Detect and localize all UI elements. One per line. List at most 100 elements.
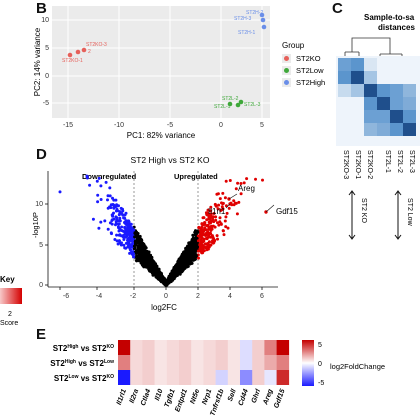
volcano-point bbox=[191, 236, 195, 240]
score-key-label: Score bbox=[0, 320, 18, 327]
volcano-point bbox=[91, 217, 95, 221]
foldchange-colorbar-tick: 0 bbox=[318, 361, 322, 368]
volcano-point bbox=[186, 256, 190, 260]
volcano-point bbox=[190, 253, 194, 257]
volcano-point bbox=[157, 273, 161, 277]
volcano-point bbox=[150, 269, 154, 273]
volcano-point bbox=[173, 268, 177, 272]
volcano-point bbox=[179, 260, 183, 264]
volcano-point bbox=[221, 191, 225, 195]
volcano-point bbox=[184, 254, 188, 258]
pca-legend-swatch-st2high bbox=[284, 80, 289, 85]
volcano-point bbox=[118, 210, 122, 214]
heatmap-c-col-label: ST2KO-1 bbox=[354, 150, 361, 179]
volcano-x-label: log2FC bbox=[151, 303, 177, 312]
foldchange-cell bbox=[264, 355, 277, 370]
volcano-point bbox=[108, 186, 112, 190]
pca-legend: Group ST2KO ST2Low ST2High bbox=[282, 41, 325, 87]
foldchange-cell bbox=[215, 355, 229, 370]
volcano-point bbox=[127, 243, 130, 247]
pca-legend-swatch-st2low bbox=[284, 68, 289, 73]
heatmap-c-col-label: ST2KO-3 bbox=[342, 150, 349, 179]
volcano-point bbox=[132, 228, 136, 232]
volcano-point bbox=[128, 232, 132, 235]
volcano-point bbox=[227, 206, 231, 210]
pca-point-st2low bbox=[235, 102, 241, 108]
volcano-point bbox=[58, 190, 62, 194]
volcano-point bbox=[97, 226, 101, 230]
volcano-point bbox=[204, 246, 208, 250]
volcano-point bbox=[204, 234, 208, 237]
volcano-point bbox=[146, 258, 150, 262]
foldchange-cell bbox=[142, 370, 155, 385]
volcano-point bbox=[104, 180, 108, 184]
pca-label-low1: ST2L-1 bbox=[214, 104, 231, 110]
pca-x-ticks: -15 -10 -5 0 5 bbox=[63, 122, 264, 129]
volcano-gene-areg: Areg bbox=[238, 184, 255, 193]
volcano-point bbox=[127, 219, 131, 223]
volcano-point bbox=[224, 225, 228, 229]
volcano-point bbox=[127, 227, 131, 230]
volcano-point bbox=[169, 278, 173, 282]
foldchange-gene-label: Tgfb1 bbox=[164, 388, 177, 408]
volcano-point bbox=[187, 241, 191, 245]
volcano-point bbox=[128, 246, 132, 250]
volcano-point bbox=[216, 207, 220, 211]
volcano-point bbox=[217, 203, 221, 207]
foldchange-cell bbox=[252, 355, 265, 370]
foldchange-cell bbox=[154, 370, 168, 385]
pca-point-labels: ST2KO-1 2 ST2KO-3 ST2L-1 ST2L-2 ST2L-3 S… bbox=[62, 10, 263, 110]
heatmap-c-group-ko: ST2 KO bbox=[360, 198, 367, 223]
volcano-point bbox=[121, 213, 125, 217]
volcano-point bbox=[144, 264, 148, 268]
foldchange-cell bbox=[130, 355, 143, 370]
volcano-point bbox=[162, 278, 166, 282]
volcano-point bbox=[135, 230, 139, 234]
volcano-point bbox=[207, 215, 211, 219]
volcano-point bbox=[121, 229, 125, 233]
pca-point-st2ko bbox=[75, 49, 81, 55]
foldchange-cell bbox=[240, 340, 253, 355]
volcano-point bbox=[197, 256, 200, 260]
foldchange-cell bbox=[215, 340, 229, 355]
volcano-point bbox=[123, 225, 127, 229]
volcano-point bbox=[123, 216, 127, 220]
foldchange-gene-label: Gdf15 bbox=[273, 388, 286, 409]
volcano-point bbox=[218, 216, 222, 220]
volcano-point bbox=[122, 238, 126, 241]
volcano-point bbox=[99, 198, 103, 201]
volcano-point bbox=[200, 243, 204, 247]
volcano-point bbox=[196, 239, 200, 243]
volcano-point bbox=[117, 239, 121, 243]
volcano-point bbox=[182, 262, 186, 266]
pca-points bbox=[67, 12, 267, 108]
pca-point-st2high bbox=[259, 12, 265, 18]
volcano-point bbox=[199, 231, 203, 235]
volcano-point bbox=[142, 256, 146, 260]
pca-label-high2: ST2H-3 bbox=[234, 16, 251, 22]
volcano-point bbox=[242, 181, 246, 185]
volcano-point bbox=[119, 234, 123, 238]
volcano-point bbox=[114, 198, 118, 202]
volcano-point bbox=[261, 178, 264, 182]
volcano-point bbox=[187, 252, 191, 256]
foldchange-colorbar-tick: 5 bbox=[318, 342, 322, 349]
volcano-point bbox=[226, 226, 230, 230]
foldchange-cell bbox=[191, 370, 204, 385]
panel-letter-c: C bbox=[332, 0, 343, 17]
volcano-threshold-lines bbox=[133, 171, 199, 287]
foldchange-cell bbox=[203, 355, 216, 370]
volcano-point bbox=[177, 262, 181, 266]
foldchange-gene-label: Ghrl bbox=[251, 387, 263, 404]
volcano-point bbox=[196, 249, 200, 253]
volcano-point bbox=[106, 206, 110, 210]
volcano-point bbox=[139, 241, 143, 245]
foldchange-cell bbox=[130, 340, 143, 355]
volcano-x-tick: -6 bbox=[63, 293, 69, 300]
pca-y-tick: 0 bbox=[45, 73, 49, 80]
volcano-point bbox=[239, 192, 243, 196]
foldchange-cell bbox=[276, 355, 290, 370]
foldchange-gene-label: Il2ra bbox=[129, 388, 141, 404]
volcano-point bbox=[155, 275, 159, 279]
heatmap-c-dendrogram bbox=[344, 37, 403, 58]
